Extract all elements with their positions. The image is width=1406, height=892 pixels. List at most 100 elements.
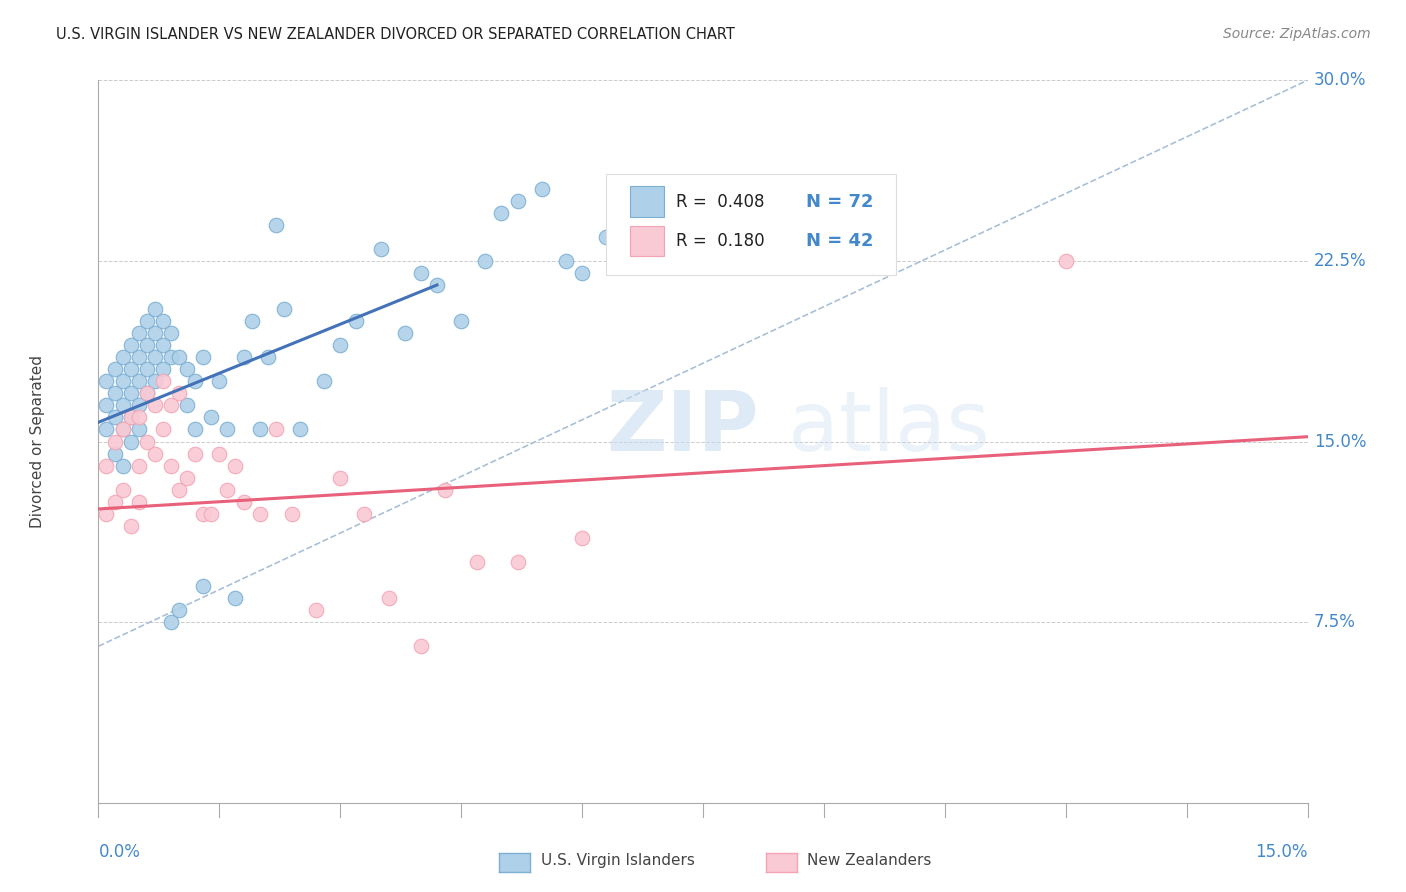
- Point: [200, 507, 222, 521]
- Point: [103, 410, 125, 425]
- Point: [426, 277, 449, 292]
- Point: [353, 507, 375, 521]
- Point: [143, 446, 166, 460]
- Point: [200, 410, 222, 425]
- Point: [571, 266, 593, 280]
- Point: [152, 338, 174, 352]
- Point: [96, 507, 118, 521]
- Point: [103, 494, 125, 508]
- Point: [256, 350, 278, 364]
- Point: [96, 398, 118, 412]
- Point: [160, 350, 183, 364]
- Text: R =  0.180: R = 0.180: [676, 232, 765, 250]
- Point: [208, 446, 231, 460]
- Point: [555, 253, 578, 268]
- Point: [217, 422, 239, 436]
- Point: [450, 314, 472, 328]
- Point: [120, 410, 142, 425]
- Point: [111, 398, 134, 412]
- Point: [103, 434, 125, 449]
- Point: [152, 362, 174, 376]
- Text: Source: ZipAtlas.com: Source: ZipAtlas.com: [1223, 27, 1371, 41]
- Point: [434, 483, 457, 497]
- Point: [264, 422, 287, 436]
- Point: [135, 362, 157, 376]
- Point: [571, 531, 593, 545]
- Text: New Zealanders: New Zealanders: [807, 854, 931, 868]
- Point: [111, 458, 134, 473]
- Point: [128, 350, 150, 364]
- Point: [184, 422, 207, 436]
- Point: [224, 591, 246, 605]
- Point: [120, 434, 142, 449]
- Text: U.S. VIRGIN ISLANDER VS NEW ZEALANDER DIVORCED OR SEPARATED CORRELATION CHART: U.S. VIRGIN ISLANDER VS NEW ZEALANDER DI…: [56, 27, 735, 42]
- Text: atlas: atlas: [787, 386, 990, 467]
- Point: [128, 398, 150, 412]
- Point: [208, 374, 231, 388]
- Point: [651, 194, 673, 208]
- Point: [167, 603, 190, 617]
- Point: [135, 386, 157, 401]
- Point: [184, 374, 207, 388]
- Point: [619, 181, 641, 195]
- Point: [184, 446, 207, 460]
- Point: [160, 398, 183, 412]
- Point: [143, 398, 166, 412]
- Point: [135, 338, 157, 352]
- Text: 22.5%: 22.5%: [1313, 252, 1367, 270]
- Point: [329, 338, 352, 352]
- Text: 30.0%: 30.0%: [1313, 71, 1367, 89]
- Point: [111, 350, 134, 364]
- Point: [120, 518, 142, 533]
- Point: [128, 326, 150, 340]
- Point: [506, 555, 529, 569]
- Point: [120, 338, 142, 352]
- Point: [176, 362, 198, 376]
- Point: [240, 314, 263, 328]
- Point: [128, 422, 150, 436]
- Point: [128, 458, 150, 473]
- Point: [377, 591, 399, 605]
- Text: 0.0%: 0.0%: [98, 843, 141, 861]
- Point: [120, 410, 142, 425]
- Point: [176, 398, 198, 412]
- Point: [167, 350, 190, 364]
- Point: [491, 205, 513, 219]
- Point: [120, 362, 142, 376]
- Point: [224, 458, 246, 473]
- Text: ZIP: ZIP: [606, 386, 759, 467]
- Point: [273, 301, 295, 317]
- Text: N = 42: N = 42: [806, 232, 873, 250]
- Point: [96, 374, 118, 388]
- Point: [1054, 253, 1077, 268]
- Point: [167, 386, 190, 401]
- Point: [232, 494, 254, 508]
- Point: [128, 410, 150, 425]
- Point: [111, 422, 134, 436]
- Point: [344, 314, 367, 328]
- Point: [167, 483, 190, 497]
- Point: [370, 242, 392, 256]
- Point: [249, 422, 271, 436]
- Point: [506, 194, 529, 208]
- Point: [103, 446, 125, 460]
- Point: [111, 422, 134, 436]
- Point: [160, 458, 183, 473]
- Point: [530, 181, 553, 195]
- Point: [305, 603, 328, 617]
- Point: [160, 615, 183, 630]
- Point: [281, 507, 304, 521]
- Point: [288, 422, 311, 436]
- Point: [128, 374, 150, 388]
- Text: U.S. Virgin Islanders: U.S. Virgin Islanders: [541, 854, 695, 868]
- Point: [120, 386, 142, 401]
- FancyBboxPatch shape: [630, 226, 664, 256]
- Point: [474, 253, 496, 268]
- FancyBboxPatch shape: [630, 186, 664, 217]
- Point: [409, 639, 432, 653]
- Point: [249, 507, 271, 521]
- Point: [176, 470, 198, 484]
- Text: 7.5%: 7.5%: [1313, 613, 1355, 632]
- Point: [193, 350, 215, 364]
- Point: [143, 326, 166, 340]
